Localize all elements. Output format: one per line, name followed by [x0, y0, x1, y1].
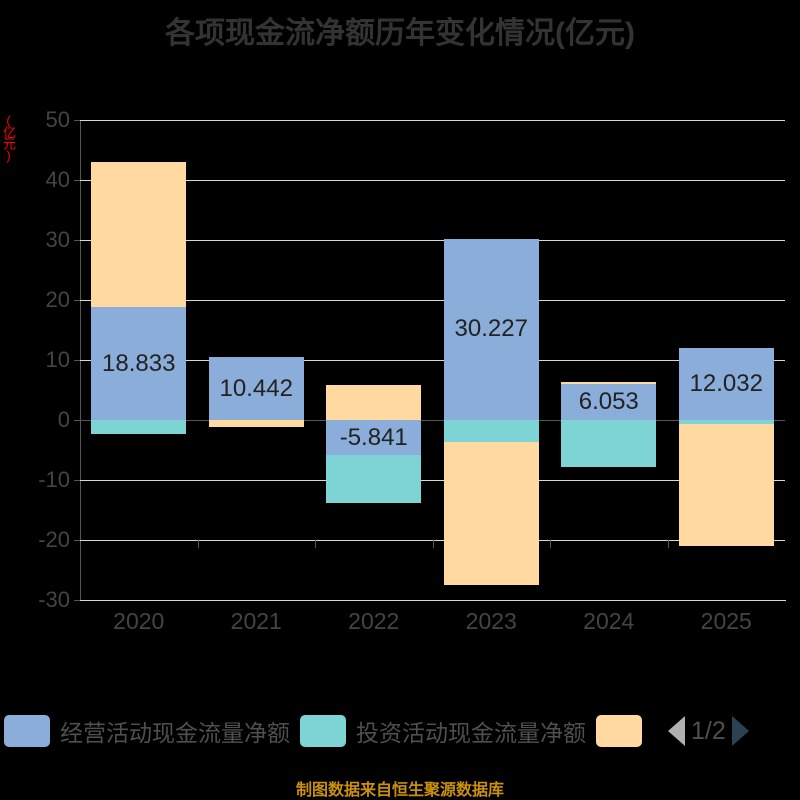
y-tick-label: 30 — [45, 227, 70, 252]
legend-swatch-investing — [300, 715, 346, 747]
y-tick-mark — [74, 360, 80, 361]
grid-line — [80, 480, 785, 481]
plot-area: 18.833 10.442 -5.841 30.227 6.053 12.032 — [74, 120, 785, 601]
bar-value-label: 10.442 — [219, 374, 293, 402]
y-tick-mark — [74, 600, 80, 601]
grid-line — [80, 240, 785, 241]
bar-value-label: 12.032 — [689, 369, 763, 397]
y-tick-mark — [74, 480, 80, 481]
bar-value-label: 30.227 — [454, 315, 528, 343]
bar-segment[interactable] — [91, 161, 187, 307]
grid-line — [80, 360, 785, 361]
grid-line — [80, 600, 785, 601]
legend-swatch-operating — [4, 715, 50, 747]
legend-item-operating[interactable]: 经营活动现金流量净额 — [4, 714, 290, 748]
y-tick-mark — [74, 540, 80, 541]
footer-note: 制图数据来自恒生聚源数据库 — [295, 782, 504, 799]
x-tick-label: 2023 — [465, 608, 517, 634]
bar-segment[interactable] — [443, 238, 539, 420]
x-tick-label: 2024 — [583, 608, 635, 634]
bar-segment[interactable] — [561, 382, 657, 384]
bar-segment[interactable] — [443, 441, 539, 585]
bar-segment[interactable] — [443, 420, 539, 442]
bar-segment[interactable] — [91, 420, 187, 434]
y-tick-label: 40 — [45, 167, 70, 192]
pager-count: 1/2 — [691, 716, 726, 745]
bar-segment[interactable] — [561, 420, 657, 467]
y-tick-label: -20 — [38, 527, 70, 552]
bar-segment[interactable] — [678, 420, 774, 424]
bar-segment[interactable] — [208, 357, 304, 420]
x-tick-label: 2020 — [113, 608, 165, 634]
bar-segment[interactable] — [561, 383, 657, 420]
y-axis-title: (亿元) — [1, 113, 16, 161]
bar-value-label: -5.841 — [339, 423, 408, 451]
y-tick-label: 10 — [45, 347, 70, 372]
x-tick-mark — [432, 540, 434, 548]
y-tick-mark — [74, 120, 80, 121]
legend-item-investing[interactable]: 投资活动现金流量净额 — [300, 714, 586, 748]
bar-segment[interactable] — [208, 420, 304, 428]
y-tick-label: -30 — [38, 587, 70, 612]
y-tick-mark — [74, 180, 80, 181]
bar-segment[interactable] — [326, 455, 422, 504]
grid-line — [80, 420, 785, 421]
y-tick-mark — [74, 240, 80, 241]
y-tick-label: 0 — [57, 407, 70, 432]
chart-legend: 经营活动现金流量净额 投资活动现金流量净额 1/2 — [0, 705, 800, 757]
page-title: 各项现金流净额历年变化情况(亿元) — [165, 17, 635, 50]
y-tick-label: 50 — [45, 107, 70, 132]
x-tick-label: 2022 — [348, 608, 400, 634]
grid-line — [80, 300, 785, 301]
y-tick-mark — [74, 300, 80, 301]
x-tick-mark — [315, 540, 316, 548]
y-tick-label: 20 — [45, 287, 70, 312]
legend-item-financing[interactable] — [596, 715, 652, 747]
bar-segment[interactable] — [326, 420, 422, 456]
bar-segment[interactable] — [326, 385, 422, 420]
grid-line — [80, 180, 785, 181]
bar-segment[interactable] — [678, 347, 774, 420]
bar-segment[interactable] — [91, 307, 187, 420]
bar-segment[interactable] — [678, 423, 774, 546]
x-tick-label: 2025 — [700, 608, 752, 634]
x-tick-mark — [550, 540, 551, 548]
legend-pager: 1/2 — [668, 716, 749, 746]
x-tick-label: 2021 — [230, 608, 282, 634]
y-tick-mark — [74, 420, 80, 421]
bar-value-label: 6.053 — [578, 387, 639, 415]
legend-label-operating: 经营活动现金流量净额 — [60, 720, 290, 746]
y-tick-label: -10 — [38, 467, 70, 492]
triangle-left-icon[interactable] — [668, 716, 685, 746]
x-tick-mark — [667, 540, 669, 548]
grid-line — [80, 120, 785, 121]
legend-label-investing: 投资活动现金流量净额 — [356, 720, 586, 746]
x-tick-mark — [197, 540, 199, 548]
legend-swatch-financing — [596, 715, 642, 747]
bar-value-label: 18.833 — [102, 349, 176, 377]
triangle-right-icon[interactable] — [731, 716, 749, 746]
